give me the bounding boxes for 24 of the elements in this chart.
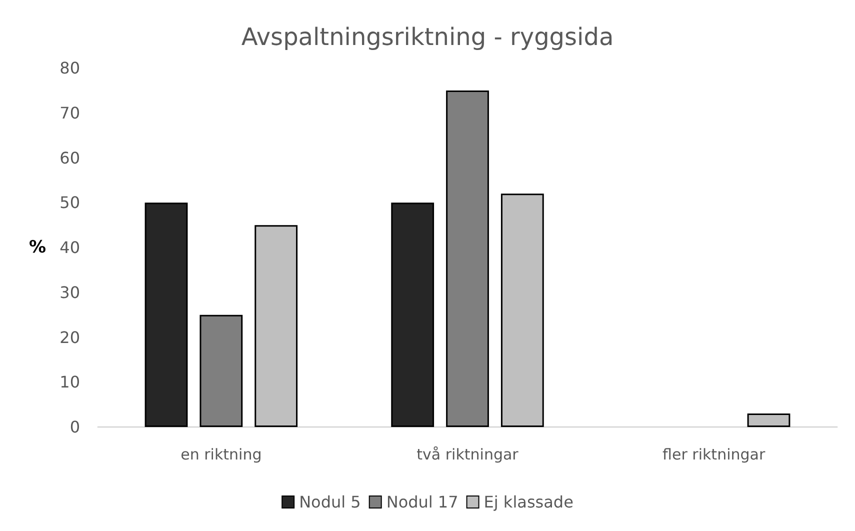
x-tick-label: fler riktningar — [662, 446, 766, 464]
legend-label: Ej klassade — [484, 492, 574, 512]
chart-title: Avspaltningsriktning - ryggsida — [241, 23, 614, 51]
legend-label: Nodul 5 — [299, 492, 361, 512]
y-tick-label: 0 — [70, 418, 80, 436]
x-tick-label: en riktning — [180, 446, 262, 464]
y-tick-label: 40 — [60, 238, 80, 257]
y-axis-title: % — [28, 238, 46, 258]
y-tick-label: 70 — [60, 103, 80, 122]
y-tick-label: 80 — [60, 58, 80, 78]
bar — [500, 194, 544, 427]
bar — [747, 414, 790, 427]
y-tick-label: 50 — [60, 193, 80, 212]
y-tick-label: 20 — [60, 328, 80, 347]
y-tick-label: 30 — [60, 282, 80, 302]
y-tick-label: 60 — [60, 148, 80, 168]
bar — [391, 202, 434, 427]
bar — [144, 202, 188, 427]
bar — [254, 225, 298, 427]
y-tick-label: 10 — [60, 372, 80, 392]
x-tick-label: två riktningar — [416, 446, 520, 464]
bar — [200, 314, 243, 427]
legend-label: Nodul 17 — [386, 492, 458, 512]
bar — [446, 90, 489, 427]
